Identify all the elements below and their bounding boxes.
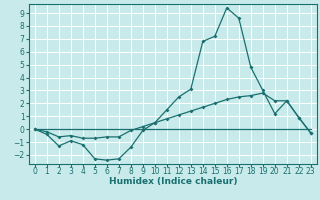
X-axis label: Humidex (Indice chaleur): Humidex (Indice chaleur) xyxy=(108,177,237,186)
